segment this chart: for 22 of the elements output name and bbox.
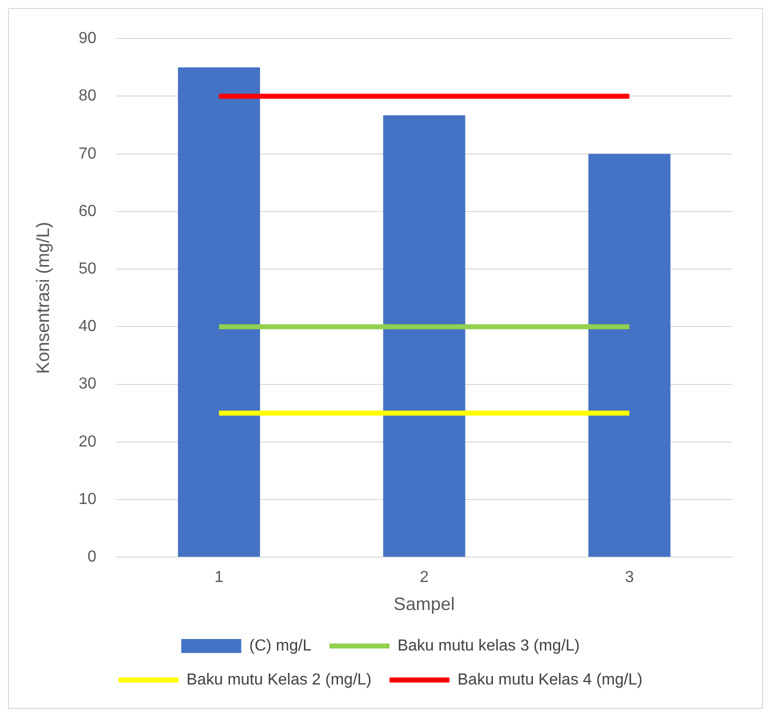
bar [178, 67, 260, 557]
y-tick-label: 20 [78, 433, 96, 450]
x-tick-label: 2 [420, 569, 429, 586]
legend-label: Baku mutu kelas 3 (mg/L) [397, 637, 580, 654]
y-tick-label: 10 [78, 490, 96, 508]
bar [383, 115, 466, 557]
y-tick-label: 90 [78, 30, 96, 48]
legend-label: Baku mutu Kelas 2 (mg/L) [186, 671, 372, 688]
x-tick-label: 1 [214, 569, 224, 586]
y-axis-title: Konsentrasi (mg/L) [32, 222, 53, 374]
y-tick-label: 50 [78, 260, 96, 278]
y-tick-label: 80 [78, 88, 96, 105]
x-axis-title: Sampel [394, 594, 455, 614]
y-tick-label: 60 [78, 202, 96, 220]
legend-label: Baku mutu Kelas 4 (mg/L) [458, 671, 642, 688]
y-tick-label: 0 [87, 548, 96, 566]
y-tick-label: 30 [78, 376, 96, 393]
bar [588, 154, 670, 557]
x-tick-label: 3 [624, 569, 634, 586]
y-tick-label: 70 [78, 145, 96, 162]
legend-label: (C) mg/L [249, 637, 312, 654]
y-tick-label: 40 [78, 318, 96, 336]
